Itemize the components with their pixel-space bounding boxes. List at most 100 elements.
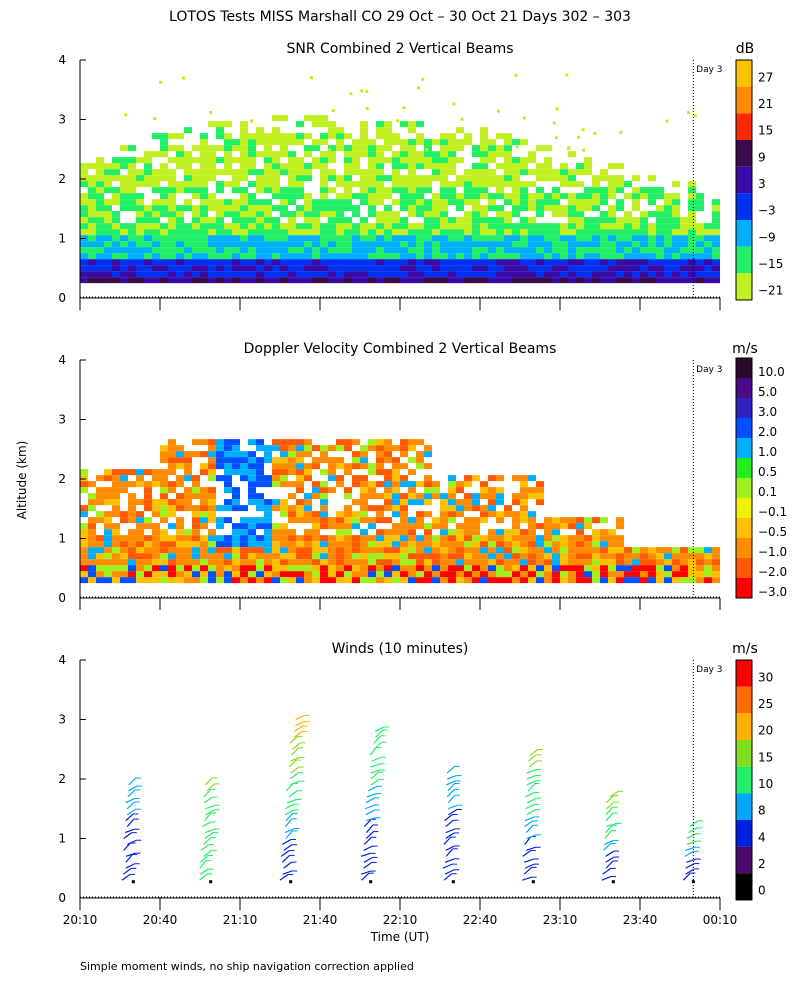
snr-cell (664, 247, 672, 254)
doppler-cell (128, 493, 136, 500)
snr-cell (480, 169, 488, 176)
snr-cell (552, 199, 560, 206)
doppler-cell (320, 451, 328, 458)
snr-cell (88, 247, 96, 254)
snr-cell (200, 205, 208, 212)
snr-cell (392, 151, 400, 158)
snr-cell (448, 223, 456, 230)
doppler-cell (472, 559, 480, 566)
doppler-cell (528, 517, 536, 524)
doppler-colorbar-label: −0.5 (758, 525, 787, 539)
snr-cell (656, 235, 664, 242)
snr-cell (520, 253, 528, 260)
snr-cell (632, 217, 640, 224)
snr-cell (480, 247, 488, 254)
snr-cell (336, 253, 344, 260)
snr-cell (272, 247, 280, 254)
snr-cell (296, 163, 304, 170)
doppler-cell (600, 577, 608, 584)
snr-cell (128, 175, 136, 182)
snr-cell (384, 127, 392, 134)
snr-cell (200, 157, 208, 164)
doppler-cell (224, 517, 232, 524)
snr-cell (104, 169, 112, 176)
snr-cell (344, 133, 352, 140)
snr-cell (520, 235, 528, 242)
winds-colorbar-unit: m/s (732, 641, 758, 657)
snr-cell (272, 115, 280, 122)
snr-cell (256, 259, 264, 266)
doppler-cell (384, 457, 392, 464)
snr-cell (576, 271, 584, 278)
doppler-cell (672, 565, 680, 572)
doppler-cell (472, 535, 480, 542)
doppler-cell (448, 481, 456, 488)
snr-cell (152, 253, 160, 260)
doppler-cell (192, 553, 200, 560)
snr-cell (552, 193, 560, 200)
snr-cell (288, 175, 296, 182)
snr-cell (568, 241, 576, 248)
snr-cell (560, 211, 568, 218)
snr-cell (488, 235, 496, 242)
doppler-cell (144, 481, 152, 488)
winds-colorbar-label: 30 (758, 670, 773, 684)
doppler-cell (256, 493, 264, 500)
doppler-cell (312, 559, 320, 566)
doppler-cell (272, 475, 280, 482)
doppler-cell (456, 481, 464, 488)
snr-cell (688, 277, 696, 284)
doppler-cell (520, 565, 528, 572)
snr-cell (528, 241, 536, 248)
snr-cell (664, 199, 672, 206)
snr-cell (536, 187, 544, 194)
snr-cell (528, 223, 536, 230)
doppler-cell (384, 529, 392, 536)
doppler-cell (280, 553, 288, 560)
doppler-cell (208, 565, 216, 572)
doppler-cell (328, 559, 336, 566)
doppler-cell (136, 553, 144, 560)
doppler-cell (176, 481, 184, 488)
doppler-cell (224, 445, 232, 452)
doppler-cell (312, 553, 320, 560)
snr-cell (425, 148, 429, 152)
doppler-cell (224, 481, 232, 488)
snr-cell (224, 253, 232, 260)
snr-cell (224, 157, 232, 164)
snr-cell (480, 187, 488, 194)
doppler-cell (144, 559, 152, 566)
snr-cell (264, 175, 272, 182)
snr-cell (136, 193, 144, 200)
snr-cell (344, 217, 352, 224)
snr-cell (312, 247, 320, 254)
snr-cell (464, 247, 472, 254)
snr-cell (208, 175, 216, 182)
wind-barb (125, 797, 136, 804)
snr-cell (520, 181, 528, 188)
doppler-cell (120, 475, 128, 482)
wind-barb (199, 873, 208, 881)
snr-cell (248, 247, 256, 254)
snr-cell (416, 187, 424, 194)
snr-cell (376, 277, 384, 284)
doppler-cell (88, 517, 96, 524)
doppler-cell (552, 541, 560, 548)
doppler-cell (584, 571, 592, 578)
snr-cell (368, 151, 376, 158)
snr-cell (320, 223, 328, 230)
snr-cell (248, 181, 256, 188)
snr-cell (672, 193, 680, 200)
snr-cell (312, 241, 320, 248)
snr-cell (536, 223, 544, 230)
snr-cell (352, 253, 360, 260)
wind-barb (124, 828, 135, 834)
snr-cell (560, 193, 568, 200)
snr-cell (600, 193, 608, 200)
doppler-cell (160, 565, 168, 572)
snr-cell (512, 157, 520, 164)
snr-cell (464, 271, 472, 278)
snr-cell (248, 151, 256, 158)
